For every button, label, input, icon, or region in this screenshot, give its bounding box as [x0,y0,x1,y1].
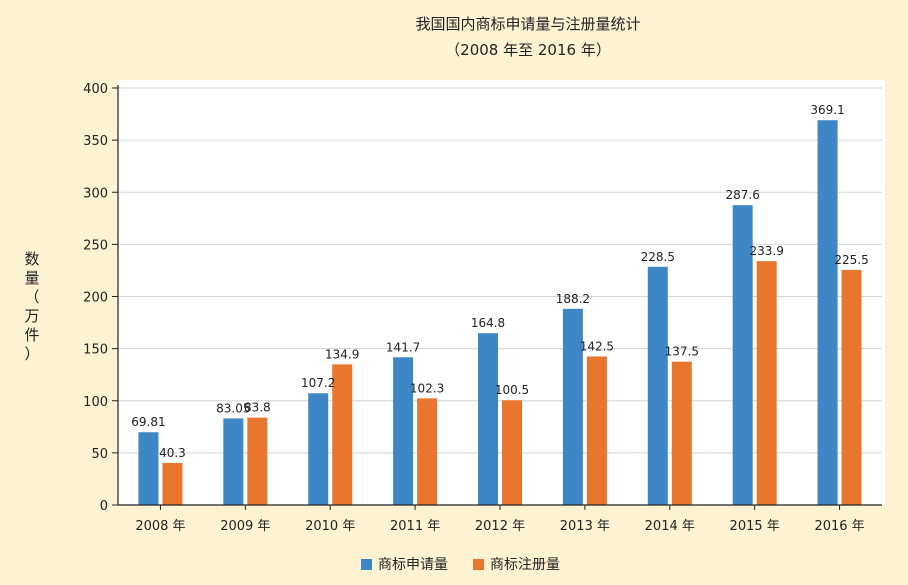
legend-label: 商标申请量 [378,557,448,573]
data-label: 287.6 [725,188,759,202]
chart-title: 我国国内商标申请量与注册量统计 [415,15,640,33]
y-axis-label-char: 件 [24,326,39,344]
bar-application-2008 [138,432,159,505]
y-axis-label-char: 数 [24,250,39,268]
data-label: 134.9 [325,347,359,361]
data-label: 100.5 [495,383,529,397]
bar-application-2011 [393,357,414,505]
gridlines [118,87,882,454]
bar-registration-2012 [502,400,522,505]
x-tick-label: 2011 年 [390,519,440,534]
y-tick-label: 300 [83,186,108,201]
data-label: 164.8 [471,316,505,330]
data-label: 142.5 [580,339,614,353]
x-axis-ticks: 2008 年 2009 年 2010 年 2011 年 2012 年 2013 年 2014… [135,505,865,534]
bar-registration-2016 [841,269,862,505]
y-tick-label: 50 [91,447,108,462]
data-label: 107.2 [301,376,335,390]
x-tick-label: 2008 年 [135,519,185,534]
x-tick-label: 2009 年 [220,519,270,534]
bar-application-2014 [647,266,668,505]
y-axis-label-char: 量 [24,269,39,287]
data-label: 40.3 [159,446,186,460]
data-label: 141.7 [386,340,420,354]
y-axis-label: 数量（万件） [24,250,39,363]
chart-subtitle: （2008 年至 2016 年） [445,41,611,59]
bar-application-2010 [308,393,329,505]
y-axis-label-char: （ [24,288,39,306]
data-label: 188.2 [556,292,590,306]
bar-application-2015 [732,205,753,505]
bar-registration-2013 [586,356,607,505]
x-tick-label: 2014 年 [645,519,695,534]
bars [138,120,862,505]
data-label: 83.8 [244,401,271,415]
data-label: 69.81 [131,415,165,429]
bar-registration-2011 [417,398,438,505]
y-tick-label: 250 [83,238,108,253]
bar-registration-2014 [671,361,692,505]
legend-swatch [361,559,372,570]
bar-application-2016 [817,120,838,505]
bar-application-2013 [562,308,583,505]
bar-registration-2015 [756,261,777,505]
x-tick-label: 2010 年 [305,519,355,534]
legend-label: 商标注册量 [490,557,560,573]
data-label: 225.5 [834,253,868,267]
y-tick-label: 200 [83,291,108,306]
data-label: 137.5 [665,345,699,359]
y-axis-label-char: 万 [24,307,39,325]
x-tick-label: 2016 年 [814,519,864,534]
data-label: 83.05 [216,401,250,415]
y-tick-label: 400 [83,82,108,97]
y-tick-label: 150 [83,343,108,358]
data-label: 228.5 [641,250,675,264]
legend: 商标申请量 商标注册量 [361,557,560,573]
x-tick-label: 2015 年 [730,519,780,534]
bar-registration-2008 [162,462,183,505]
x-tick-label: 2012 年 [475,519,525,534]
data-label: 369.1 [810,103,844,117]
y-tick-label: 350 [83,134,108,149]
y-axis-label-char: ） [24,345,39,363]
y-tick-label: 0 [100,499,108,514]
x-tick-label: 2013 年 [560,519,610,534]
y-axis-ticks: 0 50 100 150 200 250 300 350 400 [83,82,118,514]
bar-application-2012 [478,333,498,505]
legend-swatch [473,559,484,570]
data-label: 233.9 [749,244,783,258]
bar-registration-2010 [332,364,353,505]
bar-application-2009 [223,418,244,505]
bar-registration-2009 [247,417,268,505]
data-label: 102.3 [410,381,444,395]
y-tick-label: 100 [83,395,108,410]
